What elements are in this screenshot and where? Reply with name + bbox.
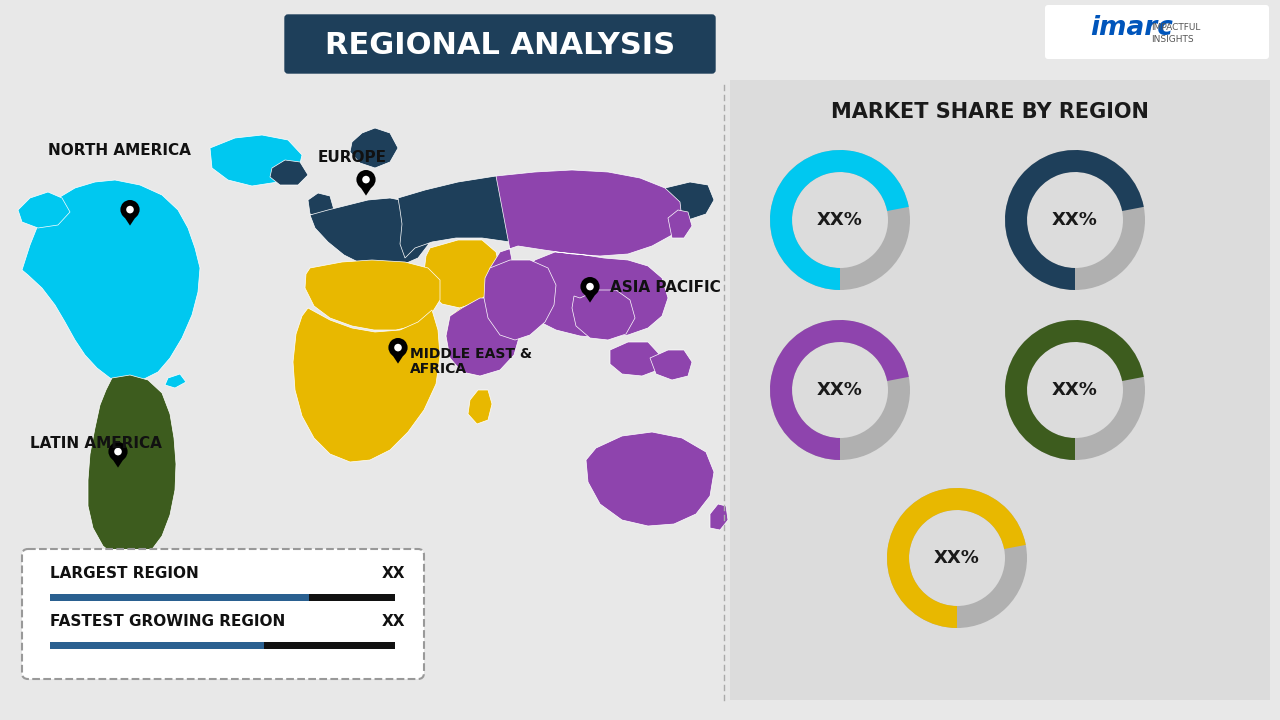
Wedge shape bbox=[1005, 320, 1146, 460]
Polygon shape bbox=[586, 432, 714, 526]
Circle shape bbox=[120, 200, 140, 219]
Polygon shape bbox=[445, 298, 515, 376]
Polygon shape bbox=[111, 458, 124, 467]
Polygon shape bbox=[210, 135, 302, 186]
Text: MIDDLE EAST &: MIDDLE EAST & bbox=[410, 347, 532, 361]
Circle shape bbox=[127, 206, 134, 213]
Text: LATIN AMERICA: LATIN AMERICA bbox=[29, 436, 161, 451]
Polygon shape bbox=[308, 193, 334, 218]
Circle shape bbox=[362, 176, 370, 184]
Text: REGIONAL ANALYSIS: REGIONAL ANALYSIS bbox=[325, 32, 675, 60]
Polygon shape bbox=[398, 170, 682, 258]
Wedge shape bbox=[1005, 150, 1144, 290]
Wedge shape bbox=[887, 488, 1027, 628]
Polygon shape bbox=[270, 160, 308, 185]
Text: MARKET SHARE BY REGION: MARKET SHARE BY REGION bbox=[831, 102, 1149, 122]
Polygon shape bbox=[445, 170, 682, 376]
Circle shape bbox=[109, 442, 128, 462]
Wedge shape bbox=[887, 488, 1025, 628]
Polygon shape bbox=[123, 215, 137, 225]
Wedge shape bbox=[1005, 320, 1144, 460]
Text: INSIGHTS: INSIGHTS bbox=[1151, 35, 1194, 45]
Polygon shape bbox=[484, 260, 556, 340]
FancyBboxPatch shape bbox=[285, 15, 716, 73]
Bar bbox=[308, 593, 396, 600]
Wedge shape bbox=[771, 150, 910, 290]
Text: AFRICA: AFRICA bbox=[410, 362, 467, 376]
Polygon shape bbox=[424, 240, 500, 308]
FancyBboxPatch shape bbox=[22, 549, 424, 679]
Text: XX: XX bbox=[381, 566, 404, 581]
Wedge shape bbox=[771, 320, 910, 460]
Bar bbox=[264, 642, 396, 649]
Circle shape bbox=[580, 277, 599, 296]
Bar bbox=[50, 593, 308, 600]
Polygon shape bbox=[392, 354, 404, 364]
Polygon shape bbox=[584, 292, 596, 302]
Text: XX%: XX% bbox=[934, 549, 980, 567]
Text: XX%: XX% bbox=[817, 381, 863, 399]
Circle shape bbox=[114, 448, 122, 456]
Polygon shape bbox=[360, 186, 372, 196]
Polygon shape bbox=[349, 128, 398, 168]
Text: XX: XX bbox=[381, 614, 404, 629]
Text: XX%: XX% bbox=[1052, 211, 1098, 229]
Polygon shape bbox=[666, 182, 714, 220]
Polygon shape bbox=[650, 350, 692, 380]
Polygon shape bbox=[305, 260, 440, 330]
Wedge shape bbox=[1005, 150, 1146, 290]
Polygon shape bbox=[710, 504, 728, 530]
Polygon shape bbox=[165, 374, 186, 388]
Polygon shape bbox=[88, 375, 177, 560]
Polygon shape bbox=[668, 210, 692, 238]
Text: ASIA PACIFIC: ASIA PACIFIC bbox=[611, 280, 721, 295]
Text: FASTEST GROWING REGION: FASTEST GROWING REGION bbox=[50, 614, 285, 629]
Wedge shape bbox=[771, 150, 909, 290]
Circle shape bbox=[356, 170, 375, 189]
Polygon shape bbox=[572, 290, 635, 340]
Text: IMPACTFUL: IMPACTFUL bbox=[1151, 22, 1201, 32]
Polygon shape bbox=[293, 308, 440, 462]
Text: NORTH AMERICA: NORTH AMERICA bbox=[49, 143, 191, 158]
Polygon shape bbox=[310, 198, 433, 268]
Polygon shape bbox=[611, 342, 660, 376]
Bar bbox=[50, 642, 264, 649]
Polygon shape bbox=[468, 390, 492, 424]
Circle shape bbox=[388, 338, 407, 357]
FancyBboxPatch shape bbox=[730, 80, 1270, 700]
Wedge shape bbox=[771, 320, 909, 460]
Text: LARGEST REGION: LARGEST REGION bbox=[50, 566, 198, 581]
Text: imarc: imarc bbox=[1091, 15, 1172, 41]
Polygon shape bbox=[22, 180, 200, 383]
Text: XX%: XX% bbox=[817, 211, 863, 229]
Polygon shape bbox=[18, 192, 70, 228]
Circle shape bbox=[586, 283, 594, 290]
FancyBboxPatch shape bbox=[1044, 5, 1268, 59]
Text: XX%: XX% bbox=[1052, 381, 1098, 399]
Circle shape bbox=[394, 344, 402, 351]
Text: EUROPE: EUROPE bbox=[317, 150, 387, 165]
